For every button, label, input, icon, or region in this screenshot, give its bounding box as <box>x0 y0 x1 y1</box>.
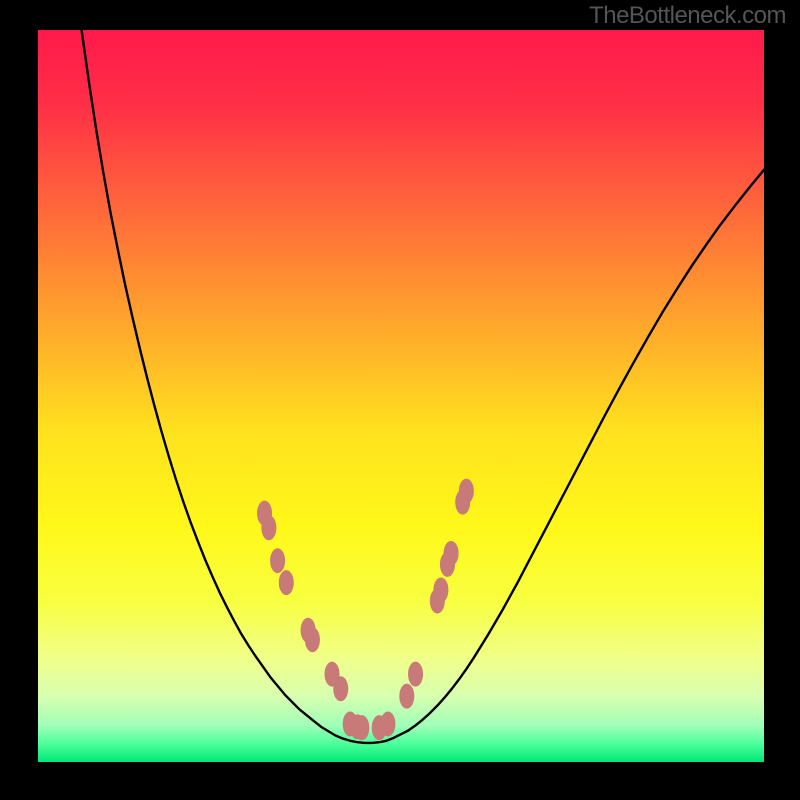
data-marker <box>400 684 414 708</box>
plot-area <box>38 30 764 762</box>
data-marker <box>334 677 348 701</box>
data-marker <box>409 662 423 686</box>
gradient-background <box>38 30 764 762</box>
data-marker <box>271 549 285 573</box>
bottleneck-chart <box>38 30 764 762</box>
data-marker <box>381 712 395 736</box>
data-marker <box>434 578 448 602</box>
data-marker <box>355 716 369 740</box>
data-marker <box>279 571 293 595</box>
data-marker <box>262 516 276 540</box>
data-marker <box>444 541 458 565</box>
data-marker <box>459 479 473 503</box>
watermark-text: TheBottleneck.com <box>589 2 786 30</box>
data-marker <box>305 628 319 652</box>
